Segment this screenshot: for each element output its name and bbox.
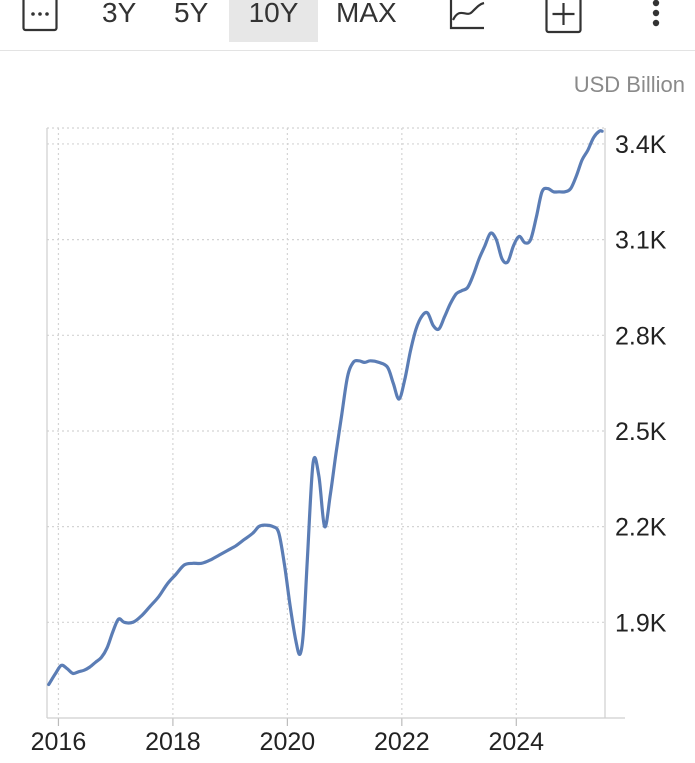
chart-toolbar: 3Y 5Y 10Y MAX	[0, 0, 695, 51]
y-tick-label: 3.1K	[615, 227, 667, 255]
line-chart-icon[interactable]	[448, 0, 486, 32]
calendar-icon[interactable]	[22, 0, 58, 32]
add-icon[interactable]	[545, 0, 583, 34]
range-5y-button[interactable]: 5Y	[174, 0, 209, 28]
x-tick-label: 2020	[260, 728, 316, 756]
range-max-button[interactable]: MAX	[336, 0, 397, 28]
y-tick-label: 3.4K	[615, 131, 667, 159]
x-tick-label: 2018	[145, 728, 201, 756]
range-3y-button[interactable]: 3Y	[102, 0, 137, 28]
range-10y-button[interactable]: 10Y	[229, 0, 318, 42]
y-tick-label: 1.9K	[615, 609, 667, 637]
more-icon[interactable]	[648, 0, 664, 30]
series-line	[47, 129, 604, 687]
tick-labels: 1.9K 2.2K 2.5K 2.8K 3.1K 3.4K 2016 2018 2020 2022…	[31, 131, 667, 756]
y-tick-label: 2.2K	[615, 514, 667, 542]
x-tick-label: 2024	[488, 728, 544, 756]
unit-label: USD Billion	[573, 72, 685, 97]
x-tick-label: 2022	[374, 728, 430, 756]
axes	[46, 128, 625, 726]
series-layer	[47, 129, 604, 687]
x-tick-label: 2016	[31, 728, 87, 756]
y-tick-label: 2.8K	[615, 322, 667, 350]
y-tick-label: 2.5K	[615, 418, 667, 446]
grid	[47, 127, 605, 718]
